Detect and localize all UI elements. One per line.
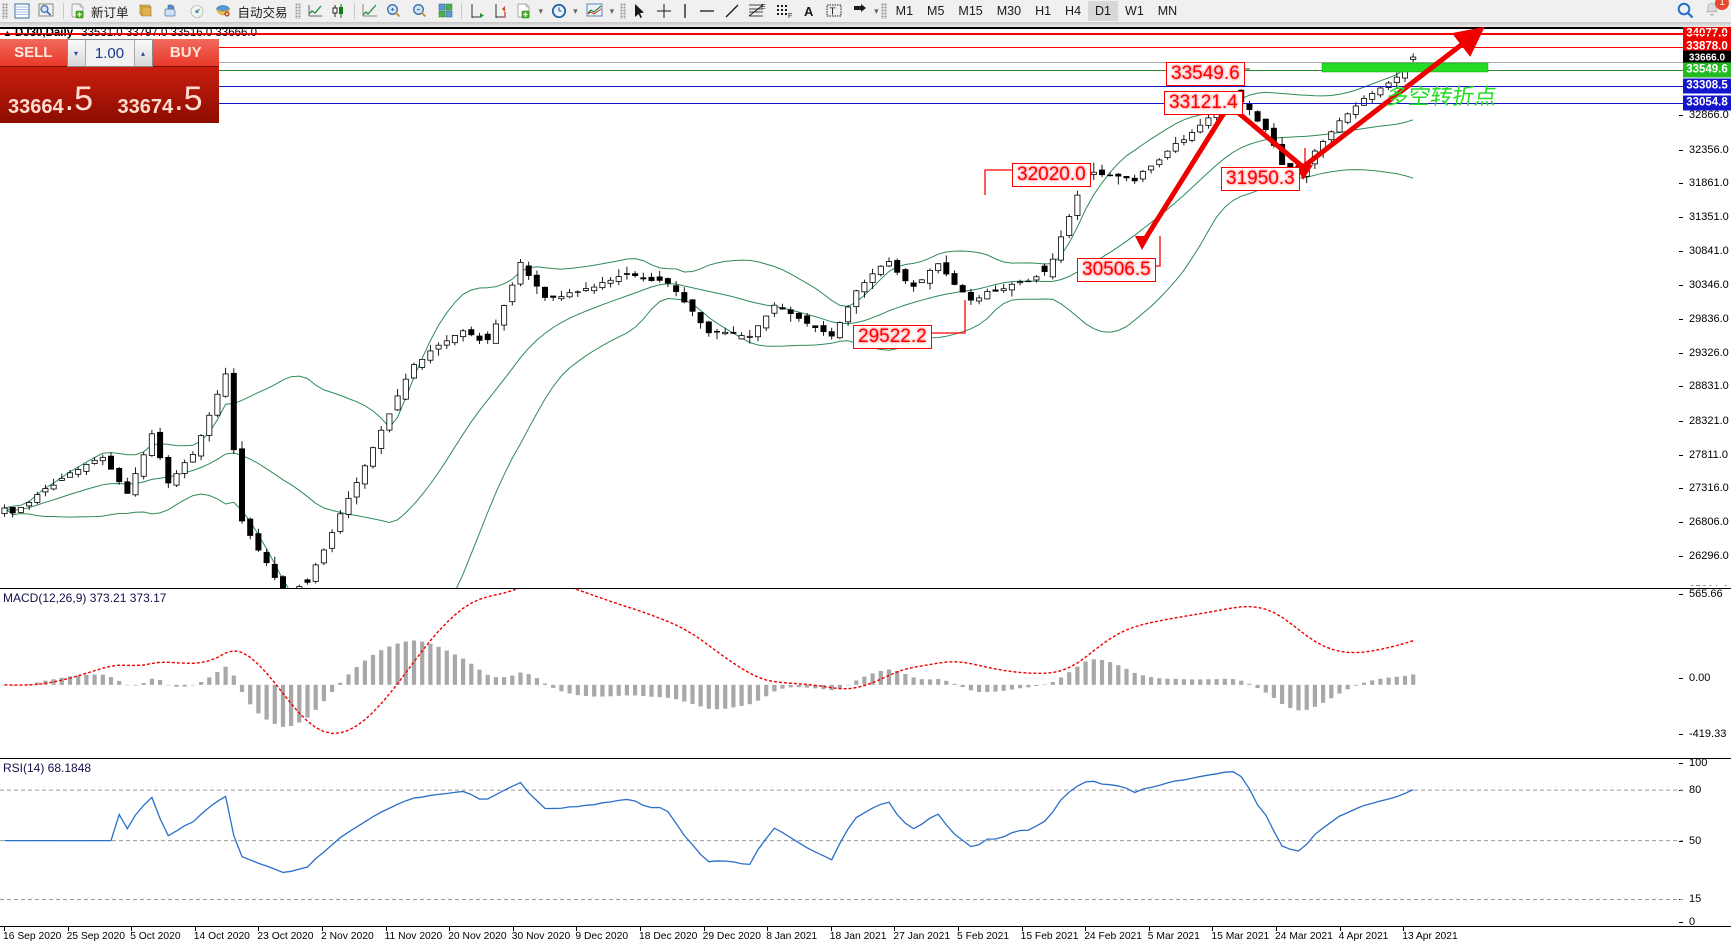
- svg-text:多空转折点: 多空转折点: [1385, 84, 1498, 109]
